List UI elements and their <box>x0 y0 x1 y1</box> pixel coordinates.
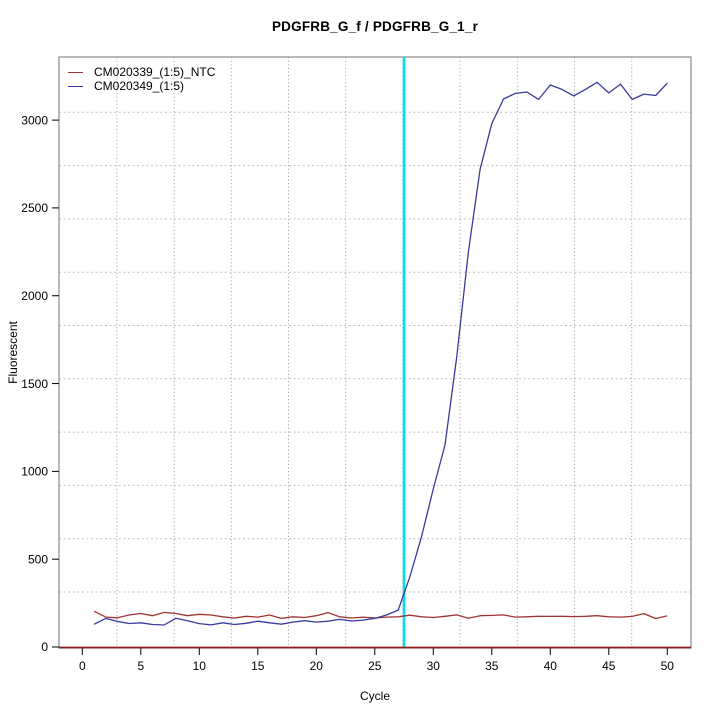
series-line-1 <box>93 81 668 626</box>
x-tick-label: 15 <box>251 659 265 673</box>
legend-label-ntc: CM020339_(1:5)_NTC <box>94 65 216 79</box>
series-line-0 <box>93 610 668 620</box>
y-axis-label: Fluorescent <box>6 320 20 383</box>
chart-title: PDGFRB_G_f / PDGFRB_G_1_r <box>271 19 479 34</box>
legend: CM020339_(1:5)_NTC CM020349_(1:5) <box>68 65 215 93</box>
x-tick-label: 25 <box>368 659 382 673</box>
x-tick-label: 20 <box>310 659 324 673</box>
legend-line-icon <box>68 85 83 87</box>
y-tick-label: 2500 <box>21 201 48 215</box>
x-tick-label: 35 <box>485 659 499 673</box>
x-tick-label: 40 <box>544 659 558 673</box>
y-tick-label: 500 <box>28 552 48 566</box>
x-tick-label: 0 <box>79 659 86 673</box>
legend-line-icon <box>68 71 83 73</box>
y-tick-label: 0 <box>41 640 48 654</box>
y-tick-label: 3000 <box>21 113 48 127</box>
x-tick-label: 5 <box>137 659 144 673</box>
x-tick-label: 45 <box>602 659 616 673</box>
plot-border <box>58 56 692 649</box>
x-tick-label: 10 <box>193 659 207 673</box>
x-tick-label: 50 <box>661 659 675 673</box>
x-tick-label: 30 <box>427 659 441 673</box>
legend-item-ntc: CM020339_(1:5)_NTC <box>68 65 215 79</box>
y-tick-label: 1500 <box>21 377 48 391</box>
legend-item-sample: CM020349_(1:5) <box>68 79 215 93</box>
y-tick-label: 1000 <box>21 465 48 479</box>
x-axis-label: Cycle <box>360 689 390 703</box>
legend-label-sample: CM020349_(1:5) <box>94 79 185 93</box>
y-tick-label: 2000 <box>21 289 48 303</box>
